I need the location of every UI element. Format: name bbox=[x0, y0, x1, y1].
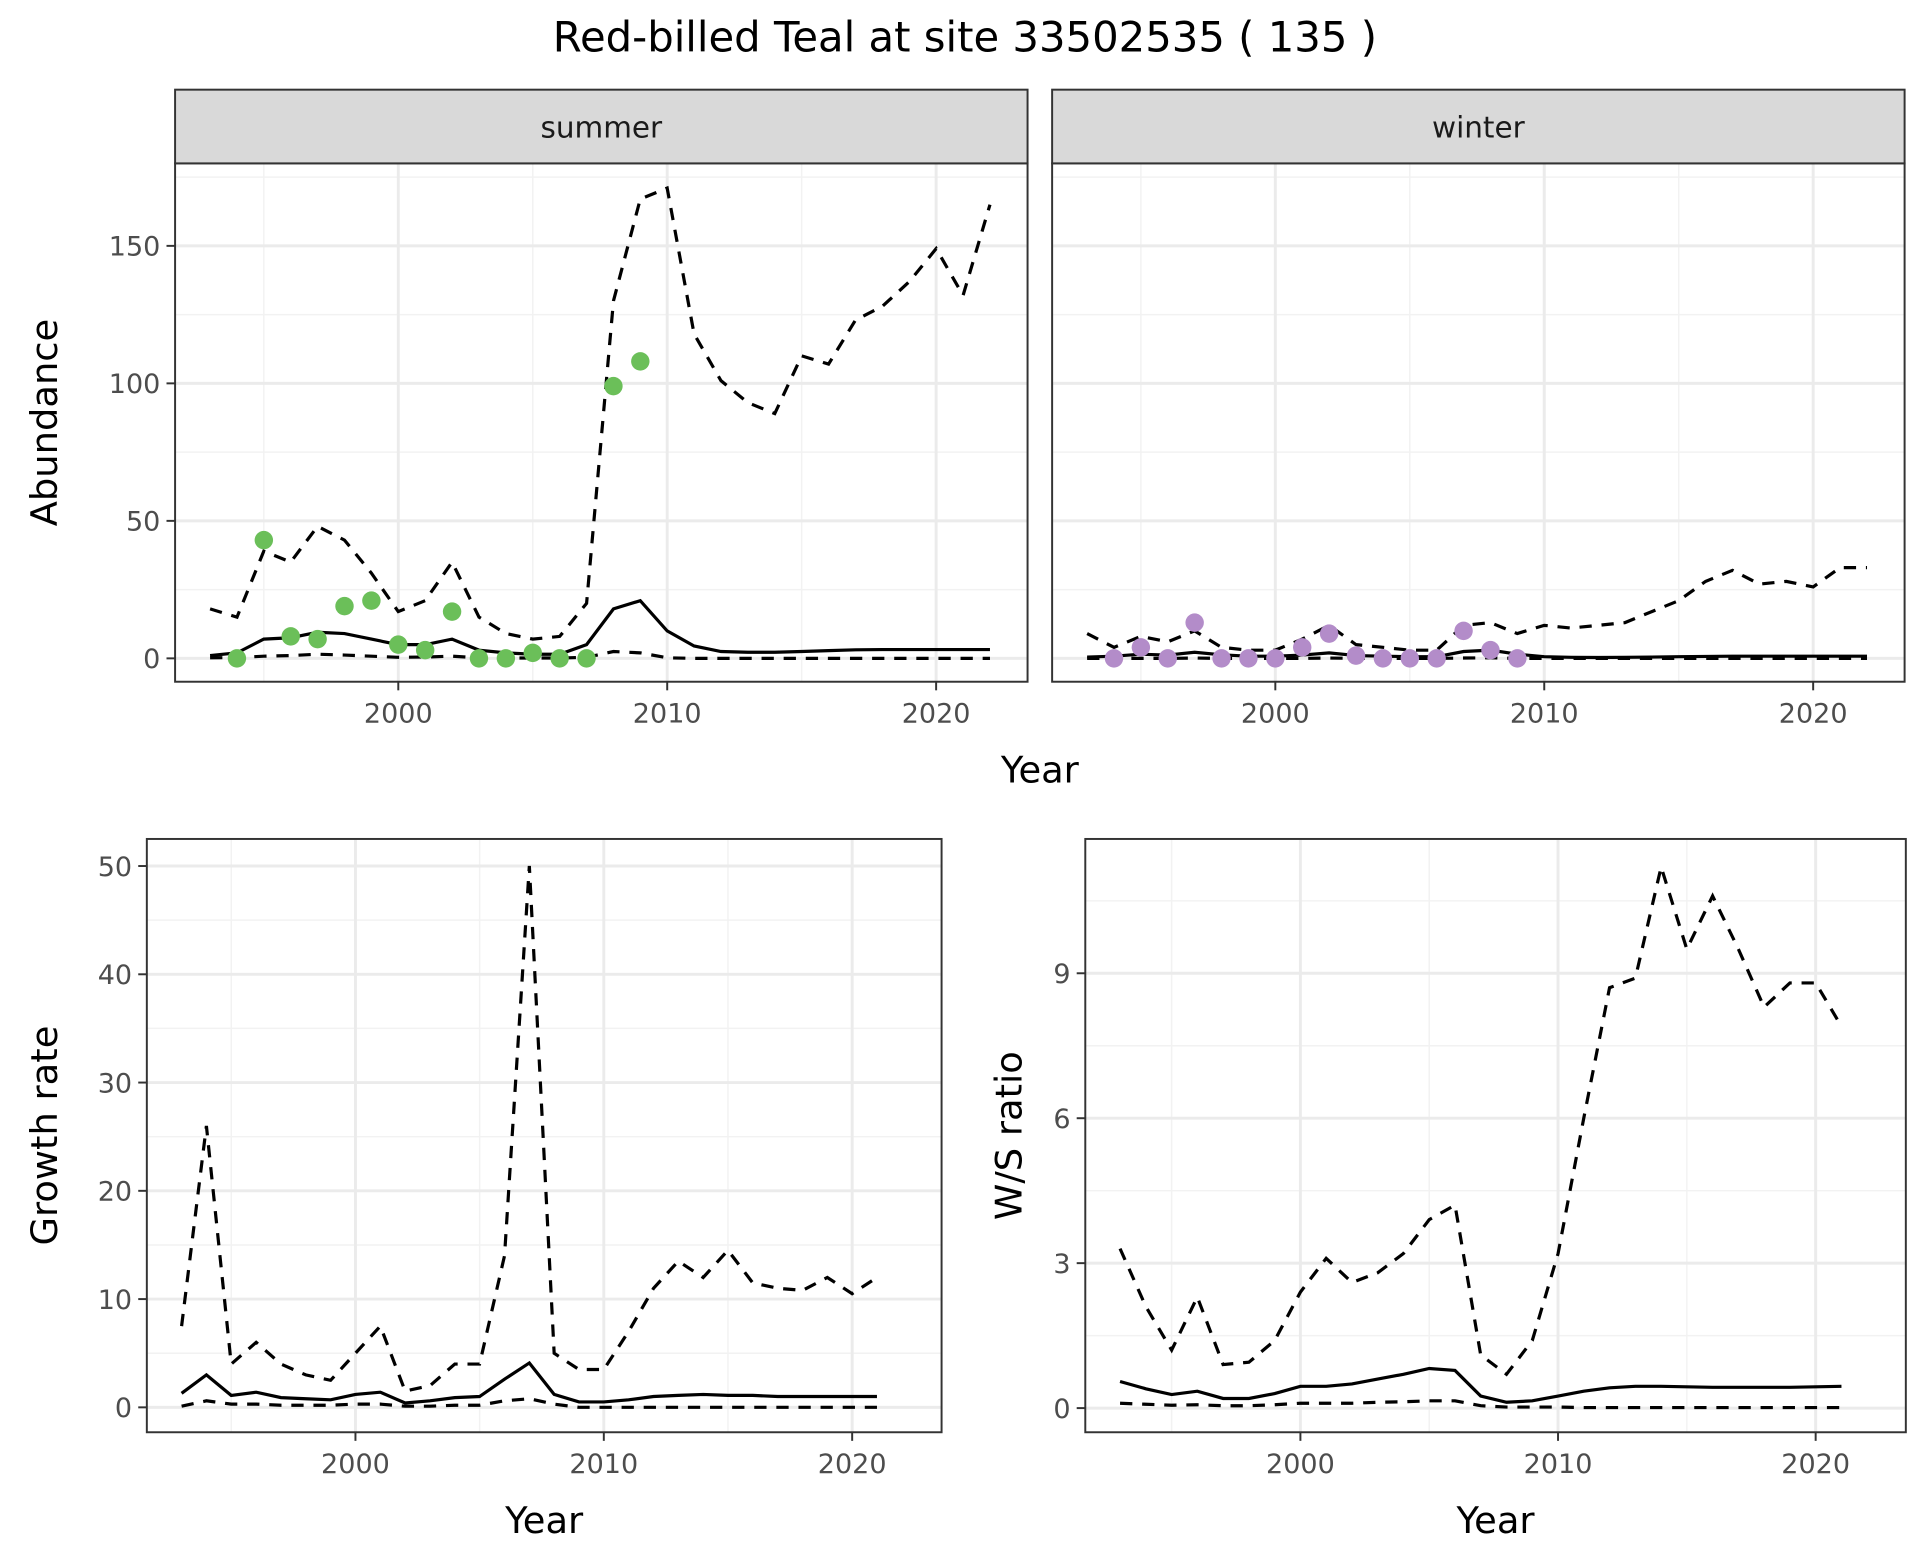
x-tick-label: 2020 bbox=[902, 698, 971, 729]
data-point bbox=[1185, 613, 1204, 632]
data-point bbox=[389, 635, 408, 654]
data-point bbox=[1319, 624, 1339, 643]
y-tick-label: 6 bbox=[1053, 1104, 1070, 1135]
facet-label: winter bbox=[1432, 111, 1526, 145]
y-tick-label: 3 bbox=[1053, 1249, 1070, 1280]
data-point bbox=[1239, 649, 1258, 668]
x-tick-label: 2000 bbox=[321, 1449, 390, 1480]
data-point bbox=[1508, 649, 1527, 668]
data-point bbox=[496, 649, 516, 668]
data-point bbox=[227, 649, 247, 668]
y-tick-label: 9 bbox=[1053, 959, 1070, 990]
y-axis-title: W/S ratio bbox=[987, 1051, 1030, 1220]
data-point bbox=[1293, 638, 1312, 657]
upper-bound-line bbox=[1118, 860, 1843, 1377]
panel-growth-rate: 2000 2010 2020 0 10 20 30 40 50 Year Growth rate bbox=[23, 837, 943, 1542]
data-point bbox=[1373, 649, 1393, 668]
x-tick-label: 2000 bbox=[1266, 1449, 1335, 1480]
x-tick-label: 2010 bbox=[633, 698, 702, 729]
panel-border bbox=[1051, 162, 1906, 683]
y-tick-label: 50 bbox=[98, 852, 132, 883]
data-point bbox=[523, 643, 542, 663]
data-point bbox=[631, 352, 650, 371]
data-point bbox=[1158, 649, 1177, 668]
y-tick-label: 0 bbox=[143, 644, 160, 675]
data-point bbox=[604, 376, 623, 396]
y-tick-label: 20 bbox=[98, 1177, 132, 1208]
y-axis-title: Abundance bbox=[23, 319, 66, 527]
data-point bbox=[308, 629, 327, 649]
panel-w-s-ratio: 2000 2010 2020 0 3 6 9 Year W/S ratio bbox=[987, 837, 1907, 1542]
upper-bound-line bbox=[180, 865, 878, 1393]
y-tick-label: 0 bbox=[115, 1393, 132, 1424]
data-point bbox=[415, 640, 435, 660]
panel-summer: summer 2000 2010 2020 0 50 100 150 Year Abundance bbox=[23, 88, 1080, 791]
y-axis-title: Growth rate bbox=[23, 1026, 66, 1246]
x-tick-label: 2010 bbox=[1524, 1449, 1593, 1480]
data-point bbox=[550, 649, 569, 668]
x-tick-label: 2000 bbox=[364, 698, 433, 729]
data-point bbox=[254, 530, 274, 550]
panel-border bbox=[145, 837, 943, 1434]
data-point bbox=[281, 627, 300, 646]
upper-bound-line bbox=[209, 185, 992, 641]
x-axis-title: Year bbox=[1456, 1499, 1536, 1542]
data-point bbox=[1212, 649, 1231, 668]
y-tick-label: 100 bbox=[109, 369, 161, 400]
data-point bbox=[362, 591, 381, 610]
y-tick-label: 10 bbox=[98, 1285, 132, 1316]
lower-bound-line bbox=[1119, 1399, 1842, 1410]
mean-line bbox=[1119, 1366, 1842, 1404]
panel-border bbox=[1084, 837, 1907, 1434]
x-tick-label: 2020 bbox=[1781, 1449, 1850, 1480]
facet-strip bbox=[174, 88, 1029, 165]
panel-winter: winter 2000 2010 2020 bbox=[1051, 88, 1906, 729]
y-tick-label: 50 bbox=[126, 507, 160, 538]
lower-bound-line bbox=[1087, 656, 1868, 660]
y-tick-label: 150 bbox=[109, 232, 161, 263]
facet-strip bbox=[1051, 88, 1906, 165]
data-point bbox=[442, 602, 462, 621]
mean-line bbox=[1087, 648, 1868, 660]
lower-bound-line bbox=[181, 1397, 877, 1409]
data-point bbox=[1131, 638, 1151, 657]
x-tick-label: 2010 bbox=[569, 1449, 638, 1480]
x-tick-label: 2000 bbox=[1241, 698, 1310, 729]
chart-title: Red-billed Teal at site 33502535 ( 135 ) bbox=[553, 13, 1377, 62]
data-point bbox=[577, 649, 596, 668]
x-tick-label: 2020 bbox=[1779, 698, 1848, 729]
data-point bbox=[1104, 649, 1124, 668]
data-point bbox=[335, 596, 354, 616]
y-tick-label: 0 bbox=[1053, 1394, 1070, 1425]
y-tick-label: 30 bbox=[98, 1068, 132, 1099]
data-point bbox=[1427, 649, 1446, 668]
data-point bbox=[469, 649, 489, 668]
data-point bbox=[1266, 649, 1285, 668]
data-point bbox=[1400, 649, 1420, 668]
mean-line bbox=[209, 598, 990, 658]
data-point bbox=[1454, 621, 1473, 641]
lower-bound-line bbox=[210, 649, 990, 660]
facet-label: summer bbox=[540, 111, 663, 145]
x-axis-title: Year bbox=[504, 1499, 584, 1542]
x-axis-title: Year bbox=[1000, 748, 1080, 791]
y-tick-label: 40 bbox=[98, 960, 132, 991]
x-tick-label: 2010 bbox=[1510, 698, 1579, 729]
data-point bbox=[1481, 640, 1500, 660]
upper-bound-line bbox=[1086, 566, 1868, 652]
data-point bbox=[1346, 646, 1366, 665]
x-tick-label: 2020 bbox=[818, 1449, 887, 1480]
mean-line bbox=[180, 1360, 877, 1405]
